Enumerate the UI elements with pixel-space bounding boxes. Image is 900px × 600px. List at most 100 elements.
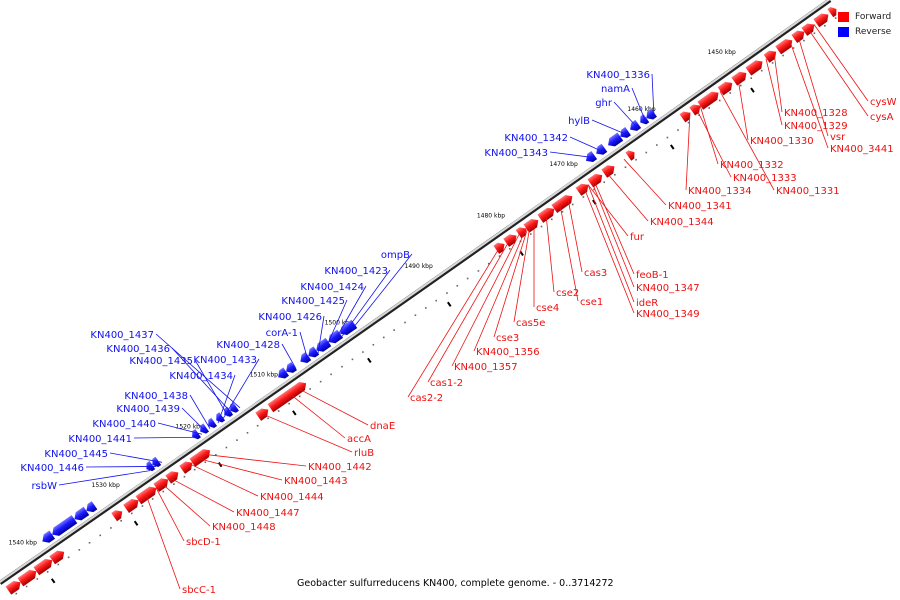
reverse-gene-label: rsbW (31, 481, 57, 492)
reverse-gene (74, 506, 90, 521)
tick-label: 1460 kbp (627, 106, 655, 113)
reverse-gene (208, 417, 218, 429)
minor-tick (708, 107, 711, 109)
leader-line (317, 315, 325, 354)
genome-caption: Geobacter sulfurreducens KN400, complete… (297, 578, 614, 589)
tick-label: 1450 kbp (708, 49, 736, 56)
leader-line (559, 204, 579, 302)
leader-line (171, 347, 233, 414)
forward-gene (523, 219, 539, 233)
tick-label: 1480 kbp (477, 212, 505, 219)
reverse-gene-label: KN400_1439 (116, 404, 180, 415)
forward-gene (689, 104, 701, 116)
leader-line (797, 35, 829, 137)
leader-line (261, 413, 353, 453)
minor-tick (739, 84, 742, 87)
forward-gene-label: KN400_1328 (784, 108, 848, 119)
forward-gene (515, 227, 527, 239)
forward-gene-label: feoB-1 (636, 270, 669, 281)
leader-line (427, 239, 511, 383)
minor-tick (540, 225, 543, 228)
minor-tick (256, 424, 259, 427)
leader-line (221, 358, 260, 421)
minor-tick (330, 373, 332, 376)
leader-line (289, 393, 346, 439)
leader-line (333, 285, 367, 343)
reverse-gene-label: KN400_1433 (193, 355, 257, 366)
major-ticks: 1450 kbp 1460 kbp 1470 kbp 1480 kbp 1490 kbp… (9, 49, 755, 584)
leader-line (189, 394, 211, 429)
reverse-gene-label: KN400_1425 (281, 296, 345, 307)
reverse-gene (316, 337, 332, 352)
minor-tick (78, 549, 81, 551)
major-tick (750, 87, 755, 93)
forward-gene-label: KN400_1442 (308, 462, 372, 473)
minor-tick (267, 417, 269, 420)
forward-gene-label: KN400_1447 (236, 508, 300, 519)
minor-tick (341, 365, 343, 368)
leader-line (789, 41, 829, 149)
minor-tick (656, 144, 658, 146)
reverse-gene-label: ompB (381, 250, 410, 261)
tick-label: 1540 kbp (9, 540, 37, 547)
minor-tick (162, 490, 165, 493)
minor-tick (487, 262, 490, 265)
leader-line (493, 227, 529, 338)
reverse-gene-label: KN400_1424 (300, 282, 364, 293)
leader-line (299, 331, 309, 361)
forward-gene (775, 39, 793, 55)
reverse-gene-label: hylB (568, 116, 590, 127)
legend-item-reverse: Reverse (838, 24, 891, 39)
reverse-gene-label: KN400_1435 (129, 356, 193, 367)
reverse-gene-label: KN400_1426 (258, 312, 322, 323)
minor-tick (88, 541, 91, 544)
leader-line (58, 470, 151, 486)
leader-line (157, 422, 203, 435)
leader-line (297, 388, 369, 426)
forward-gene-label: KN400_1357 (454, 362, 518, 373)
reverse-gene (596, 143, 608, 155)
forward-gene-label: cas2-2 (410, 393, 443, 404)
forward-gene (587, 173, 603, 188)
reverse-gene-label: KN400_1446 (20, 463, 84, 474)
leader-line (695, 108, 732, 178)
reverse-gene (300, 351, 312, 363)
forward-gene (679, 111, 691, 123)
minor-tick (782, 54, 784, 57)
reverse-gene-label: ghr (595, 98, 613, 109)
minor-tick (130, 512, 133, 515)
minor-tick (456, 284, 459, 287)
reverse-swatch (838, 26, 849, 37)
reverse-gene-label: KN400_1436 (106, 344, 170, 355)
reverse-gene (620, 127, 631, 138)
tick-label: 1520 kbp (176, 424, 204, 431)
reverse-gene (608, 132, 624, 147)
minor-tick (771, 62, 774, 64)
minor-tick (193, 468, 196, 471)
leader-line (591, 181, 635, 288)
minor-tick (624, 166, 627, 169)
forward-gene-label: KN400_1341 (668, 201, 732, 212)
legend: Forward Reverse (838, 9, 891, 39)
legend-label-reverse: Reverse (855, 26, 892, 37)
leader-line (407, 246, 501, 398)
reverse-gene-label: KN400_1445 (44, 449, 108, 460)
major-tick (292, 410, 297, 416)
minor-tick (173, 483, 175, 485)
forward-gene (189, 449, 211, 467)
forward-gene-label: KN400_3441 (830, 144, 894, 155)
minor-tick (571, 203, 574, 206)
minor-ticks (15, 17, 837, 595)
forward-gene-label: cse4 (536, 303, 559, 314)
forward-gene-label: fur (630, 232, 645, 243)
reverse-gene (308, 346, 320, 358)
forward-gene-label: KN400_1330 (750, 136, 814, 147)
forward-gene (49, 550, 65, 565)
forward-gene (697, 91, 719, 110)
minor-tick (792, 47, 795, 49)
minor-tick (362, 351, 364, 353)
reverse-gene (42, 530, 56, 543)
minor-tick (718, 99, 721, 102)
reverse-gene (646, 108, 657, 120)
